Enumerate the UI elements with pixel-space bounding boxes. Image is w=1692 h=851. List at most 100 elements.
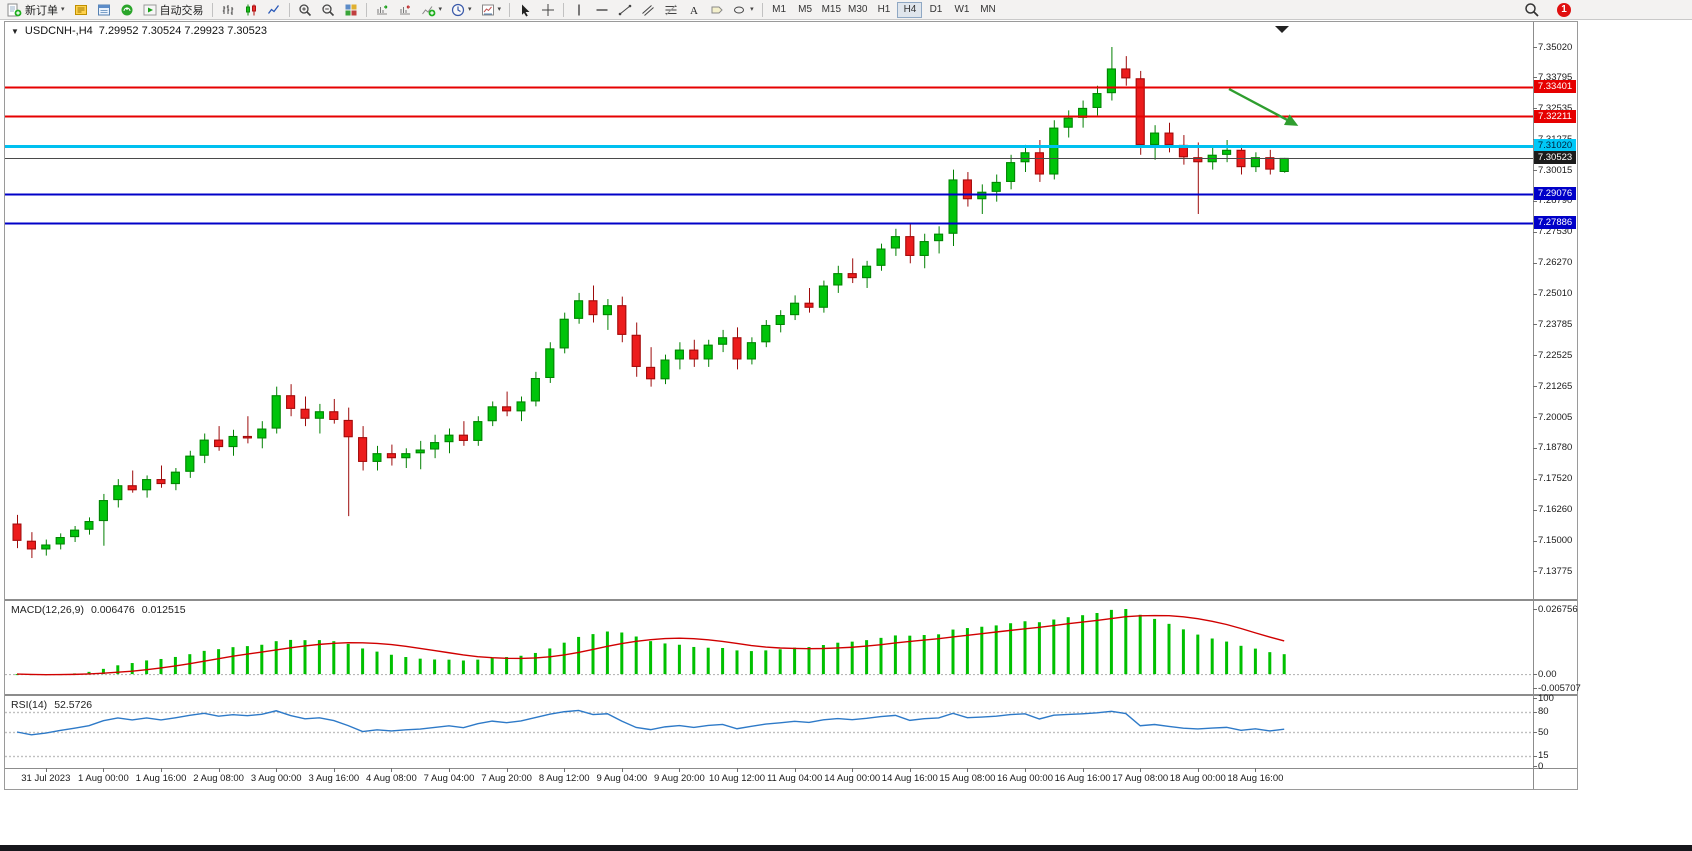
toolbar-separator xyxy=(761,2,763,17)
data-window-button[interactable] xyxy=(93,1,115,19)
timeframe-button-h1[interactable]: H1 xyxy=(871,2,896,18)
zoom-out-button[interactable] xyxy=(317,1,339,19)
chart-window: ▼ USDCNH-,H4 7.29952 7.30524 7.29923 7.3… xyxy=(4,21,1581,790)
toolbar-separator xyxy=(288,2,290,17)
zoom-in-icon xyxy=(298,3,312,17)
chart-symbol-title: USDCNH-,H4 xyxy=(24,25,93,37)
tile-windows-button[interactable] xyxy=(340,1,362,19)
price-chart-canvas[interactable] xyxy=(5,22,1577,789)
price-axis-label: 7.25010 xyxy=(1538,288,1573,300)
auto-scroll-button[interactable] xyxy=(371,1,393,19)
macd-main-value: 0.006476 xyxy=(90,604,135,616)
chart-menu-icon[interactable]: ▼ xyxy=(11,26,19,36)
timeframe-button-d1[interactable]: D1 xyxy=(923,2,948,18)
indicators-icon xyxy=(421,3,436,17)
timeframe-button-w1[interactable]: W1 xyxy=(949,2,974,18)
dropdown-caret-icon: ▾ xyxy=(61,6,65,13)
time-axis-label: 16 Aug 16:00 xyxy=(1054,773,1111,784)
vertical-line-icon xyxy=(572,3,586,17)
fibonacci-icon xyxy=(664,3,678,17)
periods-button[interactable]: ▾ xyxy=(447,1,476,19)
time-axis-label: 8 Aug 12:00 xyxy=(538,773,590,784)
autotrading-icon xyxy=(143,3,157,17)
chart-ohlc-values: 7.29952 7.30524 7.29923 7.30523 xyxy=(98,25,267,37)
price-axis-label: 7.26270 xyxy=(1538,257,1573,269)
time-axis-label: 7 Aug 04:00 xyxy=(423,773,475,784)
cursor-icon xyxy=(518,3,532,17)
rsi-axis-label: 100 xyxy=(1538,692,1554,704)
line-chart-icon xyxy=(267,3,281,17)
autotrading-label: 自动交易 xyxy=(159,4,204,17)
channel-tool-button[interactable] xyxy=(637,1,659,19)
price-axis-label: 7.27530 xyxy=(1538,226,1573,238)
crosshair-tool-button[interactable] xyxy=(537,1,559,19)
dropdown-caret-icon: ▾ xyxy=(438,6,443,13)
new-order-icon xyxy=(7,3,22,17)
toolbar-separator xyxy=(563,2,565,17)
timeframe-button-h4[interactable]: H4 xyxy=(897,1,923,18)
time-axis-label: 14 Aug 00:00 xyxy=(824,773,881,784)
candlestick-chart-icon xyxy=(244,3,258,17)
fibonacci-tool-button[interactable] xyxy=(660,1,682,19)
timeframe-button-m30[interactable]: M30 xyxy=(845,2,870,18)
rsi-name-text: RSI(14) xyxy=(11,699,48,711)
price-axis-label: 7.20005 xyxy=(1538,411,1573,423)
macd-axis-label: 0.026756 xyxy=(1538,603,1578,615)
price-tag-support-1: 7.29076 xyxy=(1534,187,1576,201)
trendline-tool-button[interactable] xyxy=(614,1,636,19)
time-axis-label: 1 Aug 00:00 xyxy=(78,773,129,784)
timeframe-button-m5[interactable]: M5 xyxy=(793,2,818,18)
templates-icon xyxy=(481,3,495,17)
time-axis-label: 9 Aug 20:00 xyxy=(654,773,705,784)
price-axis-label: 7.21265 xyxy=(1538,380,1573,392)
search-button[interactable] xyxy=(1520,1,1543,19)
toolbar-separator xyxy=(509,2,511,17)
zoom-in-button[interactable] xyxy=(294,1,316,19)
shapes-tool-button[interactable]: ▾ xyxy=(729,1,758,19)
bar-chart-button[interactable] xyxy=(217,1,239,19)
templates-button[interactable]: ▾ xyxy=(477,1,506,19)
timeframe-button-m15[interactable]: M15 xyxy=(819,2,844,18)
timeframe-button-m1[interactable]: M1 xyxy=(767,2,792,18)
autotrading-button[interactable]: 自动交易 xyxy=(139,1,208,19)
time-axis-label: 2 Aug 08:00 xyxy=(193,773,244,784)
dropdown-caret-icon: ▾ xyxy=(497,6,502,13)
price-axis-label: 7.35020 xyxy=(1538,41,1573,53)
chart-shift-icon xyxy=(398,3,412,17)
macd-indicator-label: MACD(12,26,9) 0.006476 0.012515 xyxy=(11,604,186,616)
vertical-line-tool-button[interactable] xyxy=(568,1,590,19)
new-order-button[interactable]: 新订单 ▾ xyxy=(3,1,69,19)
community-button[interactable] xyxy=(116,1,138,19)
trendline-icon xyxy=(618,3,632,17)
text-tool-button[interactable]: A xyxy=(683,1,705,19)
price-axis-label: 7.18780 xyxy=(1538,442,1573,454)
time-axis-label: 7 Aug 20:00 xyxy=(481,773,532,784)
cursor-tool-button[interactable] xyxy=(514,1,536,19)
time-axis-label: 15 Aug 08:00 xyxy=(939,773,996,784)
time-axis-label: 4 Aug 08:00 xyxy=(366,773,417,784)
price-axis-label: 7.13775 xyxy=(1538,565,1573,577)
time-axis-label: 18 Aug 00:00 xyxy=(1169,773,1226,784)
auto-scroll-icon xyxy=(375,3,389,17)
zoom-out-icon xyxy=(321,3,335,17)
line-chart-button[interactable] xyxy=(263,1,285,19)
toolbar-separator xyxy=(365,2,367,17)
notification-badge[interactable]: 1 xyxy=(1557,2,1571,17)
macd-axis-label: 0.00 xyxy=(1538,668,1557,680)
macd-name-text: MACD(12,26,9) xyxy=(11,604,84,616)
chart-shift-button[interactable] xyxy=(394,1,416,19)
rsi-indicator-label: RSI(14) 52.5726 xyxy=(11,699,92,711)
horizontal-line-tool-button[interactable] xyxy=(591,1,613,19)
price-axis-label: 7.23785 xyxy=(1538,318,1573,330)
text-tool-icon: A xyxy=(687,3,701,17)
indicators-button[interactable]: ▾ xyxy=(417,1,447,19)
timeframe-button-mn[interactable]: MN xyxy=(975,2,1000,18)
time-axis-label: 9 Aug 04:00 xyxy=(596,773,648,784)
candlestick-chart-button[interactable] xyxy=(240,1,262,19)
tile-windows-icon xyxy=(344,3,358,17)
label-tool-button[interactable] xyxy=(706,1,728,19)
metaeditor-button[interactable] xyxy=(70,1,92,19)
rsi-axis-label: 15 xyxy=(1538,750,1549,762)
metaeditor-icon xyxy=(74,3,88,17)
rsi-value: 52.5726 xyxy=(54,699,93,711)
